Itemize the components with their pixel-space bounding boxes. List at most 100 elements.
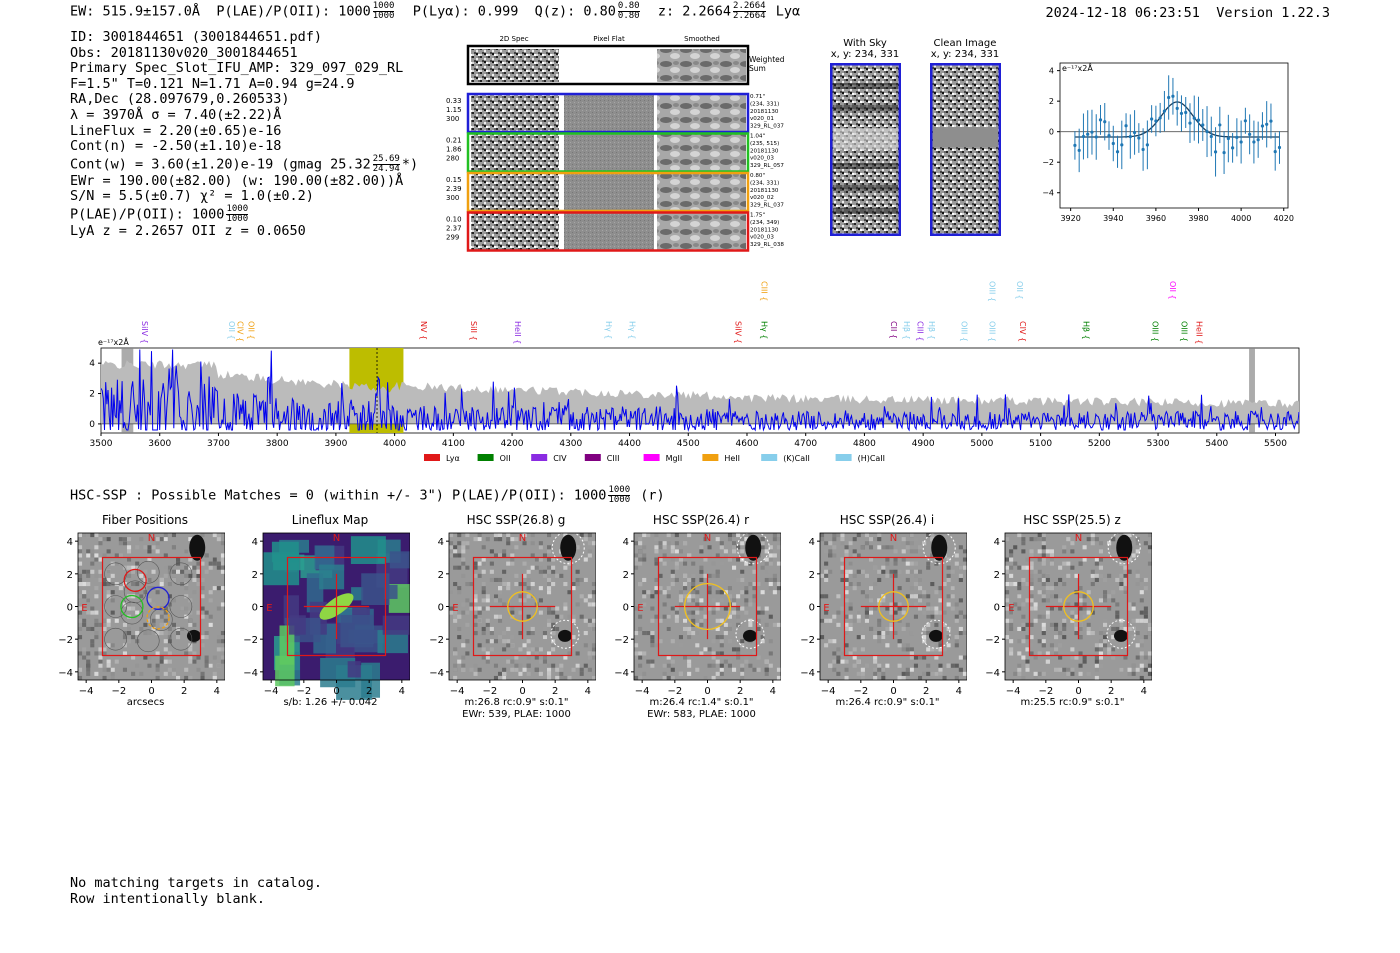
emission-line-label: HeII { [1194, 321, 1203, 344]
zoom-data-point [1269, 119, 1273, 123]
zoom-data-point [1086, 132, 1090, 136]
zoom-y-tick: 2 [1049, 97, 1054, 106]
hsc-panel-title: HSC SSP(26.4) i [839, 513, 935, 527]
hsc-panel-caption: m:26.8 rc:0.9" s:0.1" EWr: 539, PLAE: 100… [462, 697, 571, 720]
spectrum-x-tick: 4400 [618, 439, 641, 449]
zoom-data-point [1107, 133, 1111, 138]
zoom-y-tick: −4 [1042, 189, 1054, 198]
fiber-circle [146, 586, 170, 610]
cutout-row-meta: v020_02 [750, 195, 774, 201]
hsc-y-tick: −4 [243, 668, 258, 679]
legend-item: MgII [643, 454, 682, 463]
hsc-y-tick: 2 [623, 570, 629, 581]
cutout-row-meta: v020_03 [750, 156, 774, 162]
weighted-sum-label: Weighted [749, 55, 785, 64]
spectrum-x-tick: 4200 [501, 439, 524, 449]
hsc-x-tick: 2 [366, 686, 372, 697]
cutout-row-meta: 20181130 [750, 148, 779, 154]
hsc-x-tick: −4 [821, 686, 836, 697]
emission-line-label: Hβ { [927, 321, 936, 340]
zoom-data-point [1201, 123, 1205, 127]
hsc-panel-caption: m:26.4 rc:1.4" s:0.1" EWr: 583, PLAE: 100… [647, 697, 756, 720]
hsc-matches-title: HSC-SSP : Possible Matches = 0 (within +… [70, 485, 665, 505]
zoom-data-point [1273, 150, 1277, 154]
cutout-row-stat: 300 [446, 194, 459, 202]
cutout-header-0: 2D Spec [499, 35, 528, 43]
zoom-data-point [1226, 136, 1230, 141]
hsc-x-tick: 0 [1075, 686, 1081, 697]
hsc-y-tick: 4 [67, 537, 73, 548]
legend-swatch [643, 454, 660, 461]
emission-line-label: OIII { [1180, 321, 1189, 342]
legend-swatch [761, 454, 778, 461]
zoom-data-point [1222, 150, 1226, 155]
spectrum-x-tick: 4900 [912, 439, 935, 449]
aperture-circle [507, 591, 538, 622]
zoom-data-point [1154, 119, 1158, 123]
hsc-x-tick: 2 [737, 686, 743, 697]
hsc-y-tick: −4 [800, 668, 815, 679]
emission-line-label: OII { [246, 321, 255, 340]
line-fit-zoom-plot: 3920 3940 3960 3980 4000 4020 4 2 0 −2 −4 e⁻¹⁷x2Å [1042, 62, 1294, 223]
spectrum-x-tick: 3700 [207, 439, 230, 449]
emission-line-label: CIV { [1018, 321, 1027, 342]
hsc-x-tick: 0 [519, 686, 525, 697]
info-primary: Primary Spec_Slot_IFU_AMP: 329_097_029_R… [70, 60, 404, 77]
hsc-x-tick: −4 [635, 686, 650, 697]
east-label: E [266, 603, 272, 614]
east-label: E [823, 603, 829, 614]
zoom-data-point [1209, 134, 1213, 139]
emission-line-label: Hγ { [604, 321, 613, 339]
cutout-row-frame [466, 92, 750, 134]
hsc-y-tick: 0 [623, 603, 629, 614]
north-label: N [519, 533, 526, 544]
header-timestamp: 2024-12-18 06:23:51 [1045, 5, 1200, 21]
hsc-panel-fiber: N E −4 −2 0 2 4 4 2 0 −2 −4 [58, 532, 225, 697]
zoom-x-tick: 3940 [1103, 214, 1123, 223]
legend-swatch [584, 454, 601, 461]
emission-line-label: CIII { [915, 321, 924, 341]
hsc-y-tick: 2 [438, 570, 444, 581]
fiber-circle [123, 568, 147, 593]
cutout-row-stat: 2.39 [446, 185, 462, 193]
hsc-x-tick: −4 [1006, 686, 1021, 697]
hsc-y-tick: 4 [252, 537, 258, 548]
cutout-row-meta: 329_RL_057 [750, 163, 784, 169]
header-plae: P(LAE)/P(OII): 1000 [216, 3, 371, 20]
zoom-data-point [1115, 150, 1120, 154]
hsc-y-tick: −2 [429, 635, 444, 646]
header-qz-range: 0.80 0.80 [617, 1, 640, 21]
hsc-y-tick: −2 [985, 635, 1000, 646]
zoom-data-point [1235, 135, 1239, 139]
cutout-row-meta: 329_RL_037 [750, 203, 784, 209]
spectrum-x-tick: 4700 [794, 439, 817, 449]
search-box [286, 556, 387, 657]
header-plae-range: 1000 1000 [372, 1, 395, 21]
emission-line-label: SiII { [469, 321, 478, 341]
hsc-y-tick: −4 [58, 668, 73, 679]
hsc-panel-z: N E −4 −2 0 2 4 4 2 0 −2 −4 [985, 531, 1152, 697]
clean-image [930, 63, 1001, 236]
hsc-x-tick: −2 [296, 686, 311, 697]
spectrum-x-tick: 3500 [90, 439, 113, 449]
cutout-row-frame [466, 211, 750, 252]
zoom-data-point [1128, 134, 1132, 139]
legend-swatch [702, 454, 719, 461]
hsc-panel-i: N E −4 −2 0 2 4 4 2 0 −2 −4 [800, 531, 967, 697]
north-label: N [148, 533, 155, 544]
cutout-row-meta: (234, 331) [750, 101, 779, 107]
zoom-x-tick: 3980 [1188, 214, 1208, 223]
cutout-row-frame [466, 132, 750, 173]
with-sky-title: With Sky x, y: 234, 331 [830, 38, 900, 60]
header-summary: EW: 515.9±157.0Å P(LAE)/P(OII): 1000 1000… [70, 2, 800, 21]
hsc-x-tick: 4 [399, 686, 405, 697]
zoom-y-tick: 4 [1049, 67, 1054, 76]
hsc-panel-caption: m:26.4 rc:0.9" s:0.1" [835, 697, 940, 708]
hsc-y-tick: 0 [67, 603, 73, 614]
catalog-footer: No matching targets in catalog. Row inte… [70, 875, 322, 907]
emission-line-label: CIII { [760, 281, 769, 301]
cutout-row-meta: 0.80" [750, 173, 765, 179]
hsc-x-tick: −2 [853, 686, 868, 697]
